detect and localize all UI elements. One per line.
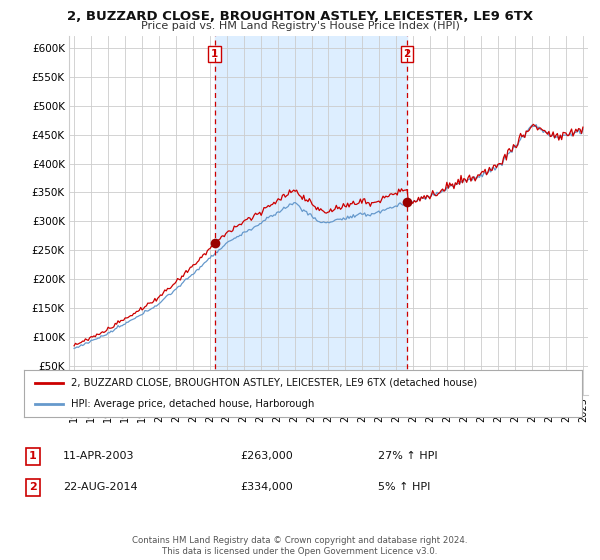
Text: 27% ↑ HPI: 27% ↑ HPI bbox=[378, 451, 437, 461]
Text: 2, BUZZARD CLOSE, BROUGHTON ASTLEY, LEICESTER, LE9 6TX: 2, BUZZARD CLOSE, BROUGHTON ASTLEY, LEIC… bbox=[67, 10, 533, 23]
Text: 2: 2 bbox=[404, 49, 411, 59]
Text: Price paid vs. HM Land Registry's House Price Index (HPI): Price paid vs. HM Land Registry's House … bbox=[140, 21, 460, 31]
Text: 2, BUZZARD CLOSE, BROUGHTON ASTLEY, LEICESTER, LE9 6TX (detached house): 2, BUZZARD CLOSE, BROUGHTON ASTLEY, LEIC… bbox=[71, 378, 478, 388]
Text: HPI: Average price, detached house, Harborough: HPI: Average price, detached house, Harb… bbox=[71, 399, 315, 409]
Text: £263,000: £263,000 bbox=[240, 451, 293, 461]
Text: 5% ↑ HPI: 5% ↑ HPI bbox=[378, 482, 430, 492]
Text: £334,000: £334,000 bbox=[240, 482, 293, 492]
Text: 2: 2 bbox=[29, 482, 37, 492]
Bar bbox=[215, 36, 407, 395]
Text: Contains HM Land Registry data © Crown copyright and database right 2024.
This d: Contains HM Land Registry data © Crown c… bbox=[132, 536, 468, 556]
Text: 11-APR-2003: 11-APR-2003 bbox=[63, 451, 134, 461]
Text: 1: 1 bbox=[29, 451, 37, 461]
Text: 1: 1 bbox=[211, 49, 218, 59]
Text: 22-AUG-2014: 22-AUG-2014 bbox=[63, 482, 137, 492]
